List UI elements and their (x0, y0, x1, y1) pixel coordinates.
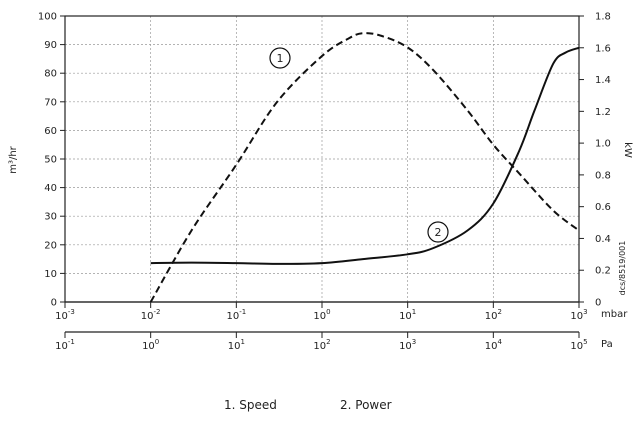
y-left-tick-label: 80 (44, 69, 57, 80)
y-left-tick-label: 70 (44, 97, 57, 108)
series-marker-circle (427, 221, 449, 243)
x-mbar-tick-label: 102 (485, 308, 502, 322)
y-left-label: m³/hr (8, 145, 19, 173)
x-mbar-tick-label: 101 (399, 308, 416, 322)
y-right-tick-label: 1.2 (595, 107, 611, 118)
x-axis-mbar: 10-3 10-2 10-1 100 101 102 103 (55, 301, 588, 322)
y-right-tick-label: 1.8 (595, 12, 611, 23)
y-right-tick-label: 0.4 (595, 234, 611, 245)
y-right-tick-label: 1.4 (595, 75, 611, 86)
right-axis: 0 0.2 0.4 0.6 0.8 1.0 1.2 1.4 1.6 1.8 (579, 12, 611, 309)
y-left-tick-label: 90 (44, 40, 57, 51)
x-mbar-tick-label: 100 (313, 308, 330, 322)
y-right-tick-label: 0 (595, 298, 601, 309)
x-mbar-tick-label: 103 (570, 308, 587, 322)
series-marker-label: 2 (435, 226, 442, 239)
legend-item-power: 2. Power (340, 398, 392, 412)
series-speed-line (149, 32, 580, 303)
y-left-tick-label: 10 (44, 269, 57, 280)
x-pa-tick-label: 105 (570, 338, 587, 352)
legend-item-speed: 1. Speed (224, 398, 277, 412)
y-left-tick-label: 30 (44, 212, 57, 223)
x-pa-tick-label: 102 (313, 338, 330, 352)
x-pa-tick-label: 10-1 (55, 338, 75, 352)
figure-code: dcs/8519/001 (618, 241, 627, 296)
y-right-tick-label: 1.0 (595, 139, 611, 150)
y-left-tick-label: 60 (44, 126, 57, 137)
series-power-line (150, 46, 580, 265)
x-mbar-tick-label: 10-3 (55, 308, 75, 322)
x-unit-pa: Pa (601, 339, 613, 350)
series-layer: 12 (149, 32, 580, 303)
y-right-tick-label: 0.2 (595, 266, 611, 277)
series-marker-label: 1 (277, 52, 284, 65)
x-mbar-tick-label: 10-2 (141, 308, 161, 322)
y-left-tick-label: 40 (44, 183, 57, 194)
x-pa-tick-label: 104 (485, 338, 503, 352)
x-pa-tick-label: 101 (228, 338, 245, 352)
x-axis-pa: 10-1 100 101 102 103 104 105 (55, 331, 588, 352)
x-mbar-tick-label: 10-1 (226, 308, 246, 322)
y-right-tick-label: 0.8 (595, 170, 611, 181)
y-right-tick-label: 1.6 (595, 43, 611, 54)
y-left-tick-label: 100 (38, 12, 57, 23)
grid (65, 16, 579, 302)
y-left-tick-label: 20 (44, 240, 57, 251)
y-left-tick-label: 50 (44, 155, 57, 166)
x-unit-mbar: mbar (601, 309, 628, 320)
x-pa-tick-label: 100 (142, 338, 159, 352)
x-pa-tick-label: 103 (399, 338, 416, 352)
y-right-label: kW (622, 142, 633, 158)
left-axis: 0 10 20 30 40 50 60 70 80 90 100 (38, 12, 65, 309)
series-marker-circle (269, 47, 291, 69)
y-right-tick-label: 0.6 (595, 202, 611, 213)
y-left-tick-label: 0 (51, 298, 57, 309)
